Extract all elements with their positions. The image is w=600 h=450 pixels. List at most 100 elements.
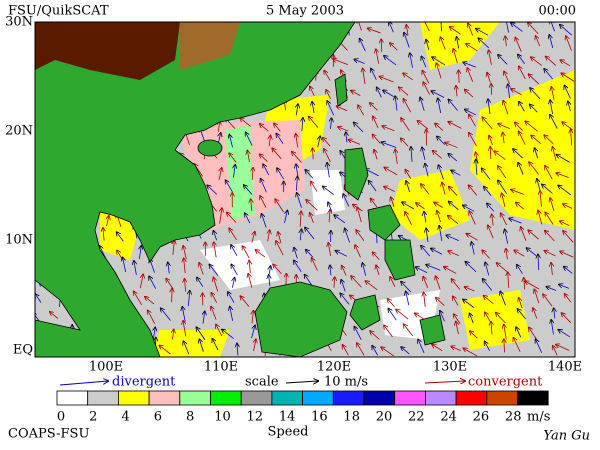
wind-arrow bbox=[516, 327, 522, 338]
wind-arrow bbox=[351, 276, 362, 288]
wind-arrow bbox=[278, 232, 282, 244]
wind-arrow bbox=[492, 214, 493, 226]
wind-arrow bbox=[229, 153, 237, 163]
wind-arrow bbox=[368, 28, 381, 34]
wind-arrow bbox=[563, 204, 573, 209]
wind-arrow bbox=[485, 312, 491, 322]
wind-arrow bbox=[323, 186, 334, 195]
wind-arrow bbox=[490, 147, 491, 159]
lon-label: 110E bbox=[204, 360, 238, 375]
wind-arrow bbox=[426, 228, 428, 243]
wind-arrow bbox=[161, 308, 171, 321]
wind-arrow bbox=[390, 277, 396, 287]
wind-arrow bbox=[518, 55, 525, 65]
wind-arrow bbox=[437, 136, 445, 145]
colorbar-swatch bbox=[87, 390, 119, 406]
lon-label: 100E bbox=[89, 360, 123, 375]
wind-arrow bbox=[117, 232, 124, 242]
wind-arrow bbox=[334, 277, 335, 288]
wind-arrow bbox=[207, 185, 217, 195]
wind-arrow bbox=[471, 242, 474, 255]
wind-arrow bbox=[423, 82, 430, 95]
wind-arrow bbox=[312, 102, 314, 114]
wind-arrow bbox=[273, 264, 282, 275]
wind-arrow bbox=[310, 213, 314, 223]
wind-arrow bbox=[401, 138, 409, 147]
wind-arrow bbox=[438, 165, 444, 180]
wind-arrow bbox=[172, 329, 173, 340]
wind-arrow bbox=[337, 106, 348, 112]
highland bbox=[35, 22, 180, 80]
wind-arrow bbox=[469, 115, 476, 127]
wind-arrow bbox=[240, 296, 250, 307]
wind-arrow bbox=[296, 104, 298, 116]
lat-label: 20N bbox=[5, 124, 33, 139]
wind-arrow bbox=[423, 277, 429, 288]
wind-arrow bbox=[564, 267, 573, 274]
wind-arrow bbox=[183, 246, 187, 260]
scale-arrow bbox=[285, 381, 318, 383]
colorbar: 0 2 4 6 8 10 12 14 16 18 20 22 24 26 28 m/s bbox=[56, 390, 550, 425]
wind-arrow bbox=[448, 99, 458, 111]
wind-arrow bbox=[448, 251, 459, 257]
wind-arrow bbox=[517, 309, 526, 320]
wind-arrow bbox=[275, 199, 284, 213]
wind-arrow bbox=[318, 136, 320, 148]
wind-arrow bbox=[183, 341, 190, 355]
colorbar-swatch bbox=[302, 390, 334, 406]
wind-arrow bbox=[365, 281, 378, 291]
wind-arrow bbox=[463, 299, 474, 308]
wind-arrow bbox=[388, 309, 397, 321]
wind-arrow bbox=[404, 324, 414, 337]
wind-arrow bbox=[358, 105, 365, 116]
wind-arrow bbox=[172, 288, 173, 303]
wind-arrow bbox=[312, 258, 318, 271]
wind-arrow bbox=[530, 88, 541, 100]
colorbar-label: 28 bbox=[505, 410, 522, 425]
wind-arrow bbox=[484, 187, 492, 196]
wind-arrow bbox=[546, 287, 557, 291]
wind-arrow bbox=[449, 202, 459, 211]
wind-arrow bbox=[513, 149, 523, 159]
wind-arrow bbox=[556, 155, 570, 163]
wind-arrow bbox=[302, 118, 303, 132]
wind-arrow bbox=[511, 190, 524, 195]
wind-arrow bbox=[516, 202, 525, 210]
wind-arrow bbox=[346, 132, 347, 143]
wind-arrow bbox=[229, 135, 233, 148]
wind-arrow bbox=[515, 122, 523, 131]
wind-arrow bbox=[508, 272, 509, 288]
wind-arrow bbox=[312, 148, 313, 160]
wind-arrow bbox=[561, 73, 575, 82]
wind-arrow bbox=[526, 248, 537, 256]
wind-arrow bbox=[231, 245, 238, 257]
wind-arrow bbox=[323, 138, 331, 147]
wind-arrow bbox=[292, 152, 302, 163]
wind-arrow bbox=[551, 87, 554, 100]
wind-arrow bbox=[284, 210, 287, 224]
lon-label: 130E bbox=[433, 360, 467, 375]
colorbar-label: 0 bbox=[57, 410, 65, 425]
wind-arrow bbox=[489, 50, 492, 65]
wind-arrow bbox=[166, 278, 174, 290]
wind-arrow bbox=[139, 246, 141, 260]
wind-arrow bbox=[403, 73, 413, 81]
wind-arrow bbox=[466, 234, 478, 241]
wind-arrow bbox=[306, 250, 314, 258]
wind-arrow bbox=[426, 265, 441, 271]
wind-arrow bbox=[478, 38, 489, 49]
wind-arrow bbox=[533, 308, 538, 319]
wind-arrow bbox=[476, 160, 477, 175]
wind-arrow bbox=[209, 264, 219, 276]
wind-arrow bbox=[149, 276, 156, 289]
wind-arrow bbox=[305, 227, 315, 240]
wind-arrow bbox=[402, 202, 415, 210]
wind-arrow bbox=[485, 341, 490, 351]
wind-arrow bbox=[173, 240, 175, 255]
wind-arrow bbox=[529, 327, 537, 340]
wind-arrow bbox=[355, 245, 361, 258]
wind-arrow bbox=[383, 90, 394, 97]
wind-arrow bbox=[553, 346, 558, 356]
wind-arrow bbox=[145, 297, 155, 305]
